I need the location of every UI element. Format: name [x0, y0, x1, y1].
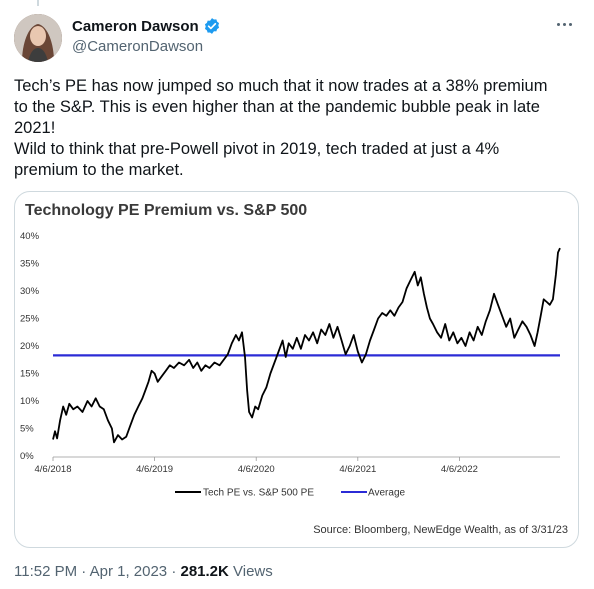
author-name[interactable]: Cameron Dawson [72, 17, 221, 35]
y-tick-label: 40% [20, 231, 40, 242]
tweet-text: Tech’s PE has now jumped so much that it… [14, 76, 580, 181]
y-tick-label: 25% [20, 314, 40, 325]
chart-source: Source: Bloomberg, NewEdge Wealth, as of… [313, 524, 568, 536]
x-tick-label: 4/6/2021 [339, 464, 376, 475]
tweet-line: 2021! [14, 119, 56, 137]
more-options-button[interactable] [554, 14, 574, 34]
chart-title: Technology PE Premium vs. S&P 500 [25, 202, 308, 219]
views-label: Views [228, 563, 273, 580]
y-tick-label: 15% [20, 369, 40, 380]
x-tick-label: 4/6/2020 [238, 464, 275, 475]
y-tick-label: 20% [20, 341, 40, 352]
tweet-line: to the S&P. This is even higher than at … [14, 98, 540, 116]
avatar-portrait-icon [14, 14, 62, 62]
more-dot-icon [568, 22, 572, 26]
more-dot-icon [556, 22, 560, 26]
views-count: 281.2K [180, 563, 229, 580]
author-handle[interactable]: @CameronDawson [72, 38, 204, 55]
x-tick-label: 4/6/2018 [35, 464, 72, 475]
y-tick-label: 5% [20, 424, 34, 435]
x-tick-label: 4/6/2019 [136, 464, 173, 475]
chart-svg: 0% 5% 10% 15% 20% 25% 30% 35% 40% 4/6/2018 4/6/201… [20, 231, 561, 499]
avatar[interactable] [14, 14, 62, 62]
y-tick-label: 35% [20, 259, 40, 270]
y-tick-label: 10% [20, 396, 40, 407]
y-tick-label: 0% [20, 451, 34, 462]
verified-badge-icon [204, 18, 219, 34]
more-dot-icon [562, 22, 566, 26]
x-tick-label: 4/6/2022 [441, 464, 478, 475]
tech-pe-premium-line [52, 247, 561, 444]
author-name-text[interactable]: Cameron Dawson [72, 17, 199, 35]
tweet-media-image[interactable]: 0% 5% 10% 15% 20% 25% 30% 35% 40% 4/6/2018 4/6/201… [14, 191, 579, 548]
legend-label-average: Average [368, 488, 406, 499]
tweet-line: Wild to think that pre-Powell pivot in 2… [14, 140, 500, 158]
tweet-timestamp[interactable]: 11:52 PM · Apr 1, 2023 · [14, 563, 181, 580]
tweet-line: premium to the market. [14, 161, 184, 179]
legend-label-tech: Tech PE vs. S&P 500 PE [203, 488, 314, 499]
tweet-footer: 11:52 PM · Apr 1, 2023 · 281.2K Views [14, 563, 273, 580]
tweet-line: Tech’s PE has now jumped so much that it… [14, 77, 548, 95]
thread-connector-line [37, 0, 39, 6]
y-tick-label: 30% [20, 286, 40, 297]
